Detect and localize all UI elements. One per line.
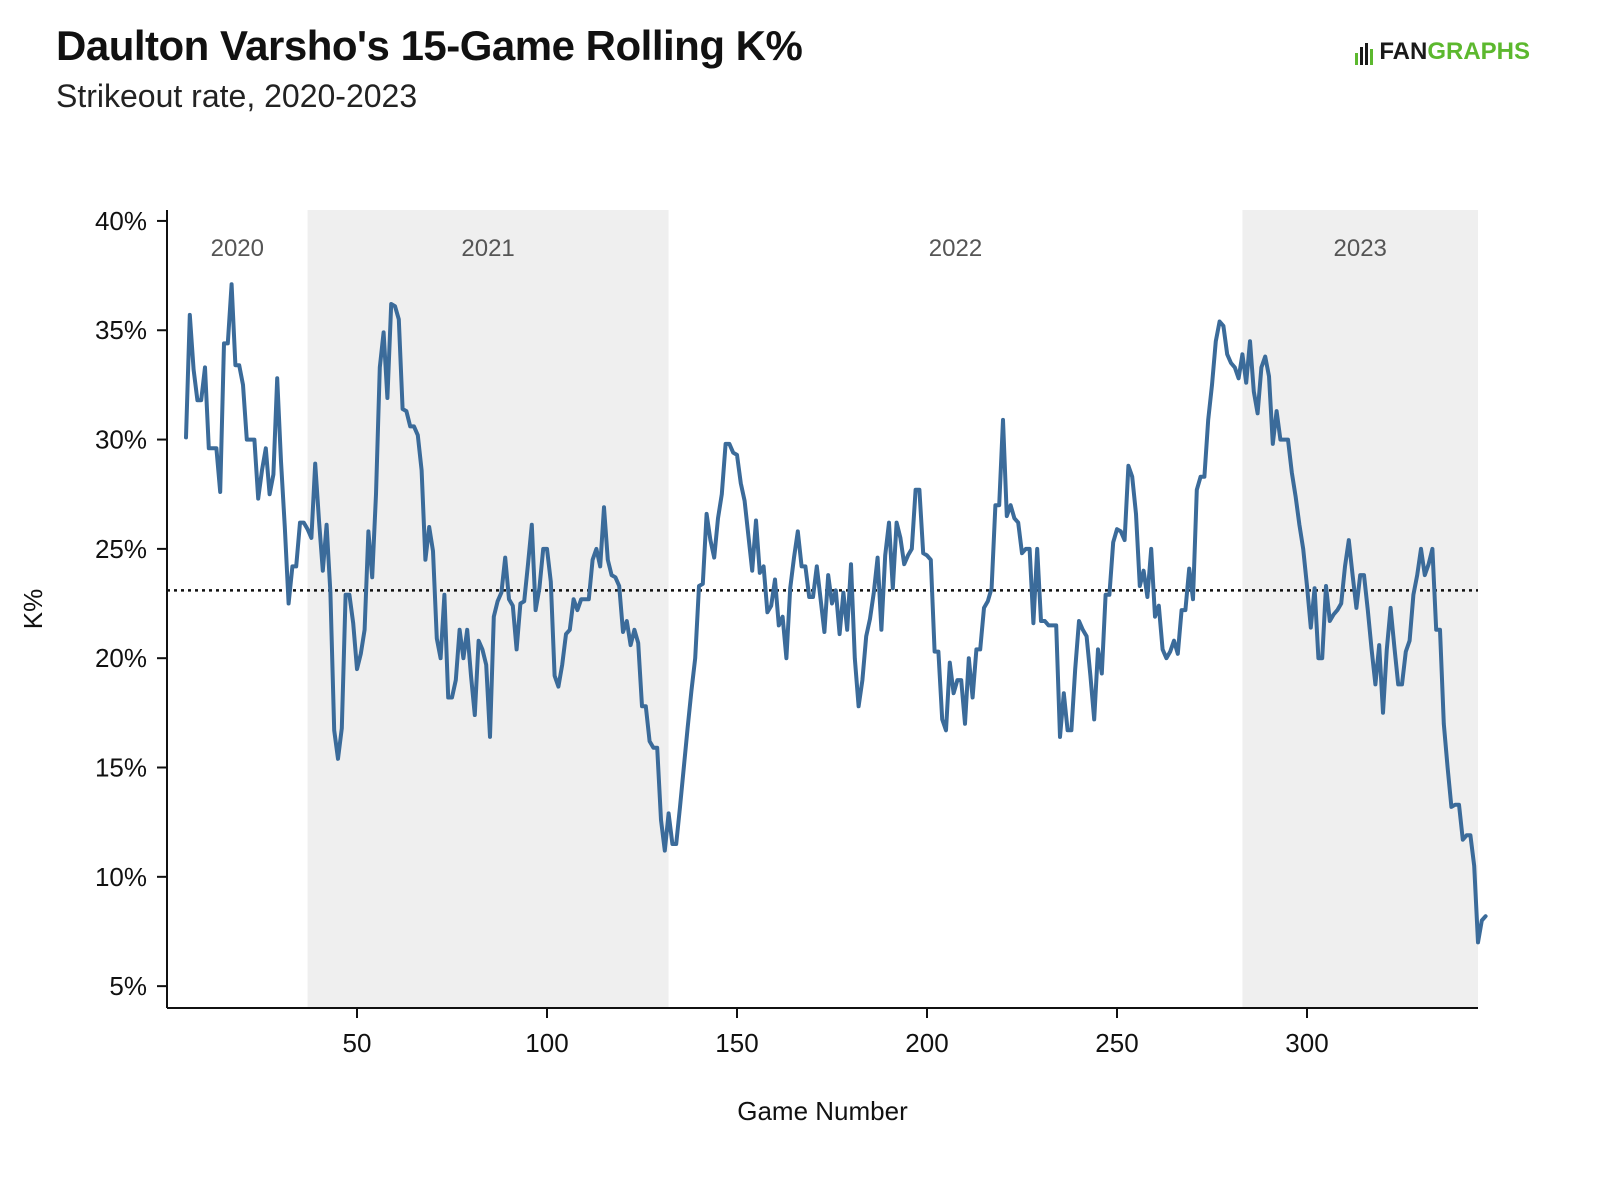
x-tick-label: 300: [1285, 1028, 1328, 1058]
x-tick-label: 200: [905, 1028, 948, 1058]
y-tick-label: 5%: [109, 971, 147, 1001]
y-tick-label: 25%: [95, 534, 147, 564]
season-label-2020: 2020: [211, 235, 264, 262]
season-band-2023: [1242, 210, 1478, 1008]
season-label-2022: 2022: [929, 235, 982, 262]
x-tick-label: 100: [525, 1028, 568, 1058]
y-tick-label: 20%: [95, 643, 147, 673]
fangraphs-mark-icon: [1355, 43, 1374, 65]
x-tick-label: 150: [715, 1028, 758, 1058]
season-bands: [307, 210, 1478, 1008]
logo-text-graphs: GRAPHS: [1427, 38, 1530, 65]
y-axis-ticks: 5% 10% 15% 20% 25% 30% 35% 40%: [95, 206, 167, 1001]
chart-subtitle: Strikeout rate, 2020-2023: [56, 78, 418, 114]
x-axis-ticks: 50 100 150 200 250 300: [343, 1008, 1329, 1058]
y-tick-label: 40%: [95, 206, 147, 236]
x-tick-label: 250: [1095, 1028, 1138, 1058]
season-label-2021: 2021: [461, 235, 514, 262]
fangraphs-logo: FAN GRAPHS: [1353, 38, 1530, 66]
season-band-2021: [307, 210, 669, 1008]
series-group: [184, 282, 1488, 945]
axes: [166, 210, 1478, 1009]
y-tick-label: 10%: [95, 862, 147, 892]
x-tick-label: 50: [343, 1028, 372, 1058]
season-label-2023: 2023: [1334, 235, 1387, 262]
y-tick-label: 15%: [95, 753, 147, 783]
chart-title: Daulton Varsho's 15-Game Rolling K%: [56, 22, 803, 69]
y-axis-title: K%: [18, 589, 48, 629]
y-tick-label: 35%: [95, 315, 147, 345]
y-tick-label: 30%: [95, 425, 147, 455]
logo-text-fan: FAN: [1379, 38, 1428, 65]
season-labels: 2020 2021 2022 2023: [211, 235, 1387, 262]
series-line-0: [184, 282, 1488, 945]
x-axis-title: Game Number: [737, 1096, 908, 1126]
